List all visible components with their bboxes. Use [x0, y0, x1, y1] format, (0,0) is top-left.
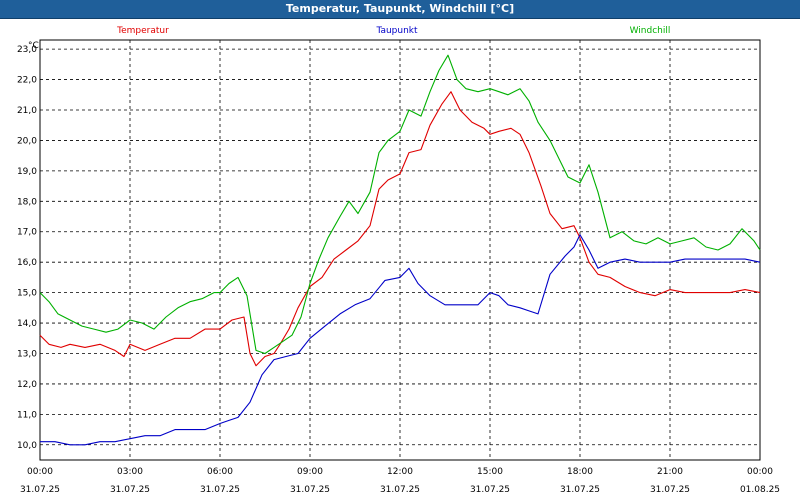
x-tick-date-label: 31.07.25	[110, 485, 150, 495]
y-tick-label: 21,0	[17, 106, 37, 116]
x-tick-date-label: 31.07.25	[560, 485, 600, 495]
x-tick-date-label: 31.07.25	[290, 485, 330, 495]
x-tick-date-label: 31.07.25	[470, 485, 510, 495]
x-tick-time-label: 09:00	[297, 467, 323, 477]
series-line-temperatur	[39, 91, 761, 367]
y-tick-label: 10,0	[17, 441, 37, 451]
legend-label-windchill: Windchill	[630, 26, 671, 36]
x-tick-date-label: 31.07.25	[20, 485, 60, 495]
y-tick-label: 18,0	[17, 197, 37, 207]
y-tick-label: 13,0	[17, 349, 37, 359]
series-line-windchill	[39, 54, 761, 355]
x-tick-date-label: 31.07.25	[650, 485, 690, 495]
x-tick-date-label: 01.08.25	[740, 485, 780, 495]
x-tick-time-label: 15:00	[477, 467, 503, 477]
x-tick-time-label: 03:00	[117, 467, 143, 477]
y-tick-label: 15,0	[17, 289, 37, 299]
y-tick-label: 11,0	[17, 410, 37, 420]
x-tick-time-label: 00:00	[27, 467, 53, 477]
x-tick-time-label: 21:00	[657, 467, 683, 477]
y-tick-label: 23,0	[17, 45, 37, 55]
y-tick-label: 20,0	[17, 136, 37, 146]
line-chart: 10,0 11,0 12,0 13,0 14,0 15,0 16,0 17,0 18,0 19,0…	[17, 26, 780, 495]
y-tick-label: 12,0	[17, 380, 37, 390]
series-line-taupunkt	[40, 234, 761, 446]
y-tick-label: 19,0	[17, 167, 37, 177]
x-tick-time-label: 18:00	[567, 467, 593, 477]
x-tick-date-label: 31.07.25	[200, 485, 240, 495]
x-tick-time-label: 12:00	[387, 467, 413, 477]
chart-title-bar: Temperatur, Taupunkt, Windchill [°C]	[0, 0, 800, 19]
x-tick-date-label: 31.07.25	[380, 485, 420, 495]
chart-title: Temperatur, Taupunkt, Windchill [°C]	[285, 2, 515, 15]
legend-label-taupunkt: Taupunkt	[375, 26, 418, 36]
y-tick-label: 16,0	[17, 258, 37, 268]
y-axis-unit-label: °C	[28, 41, 39, 51]
y-tick-label: 22,0	[17, 76, 37, 86]
x-tick-time-label: 06:00	[207, 467, 233, 477]
legend-label-temperatur: Temperatur	[116, 26, 169, 36]
y-tick-label: 17,0	[17, 228, 37, 238]
x-tick-time-label: 00:00	[747, 467, 773, 477]
y-tick-label: 14,0	[17, 319, 37, 329]
